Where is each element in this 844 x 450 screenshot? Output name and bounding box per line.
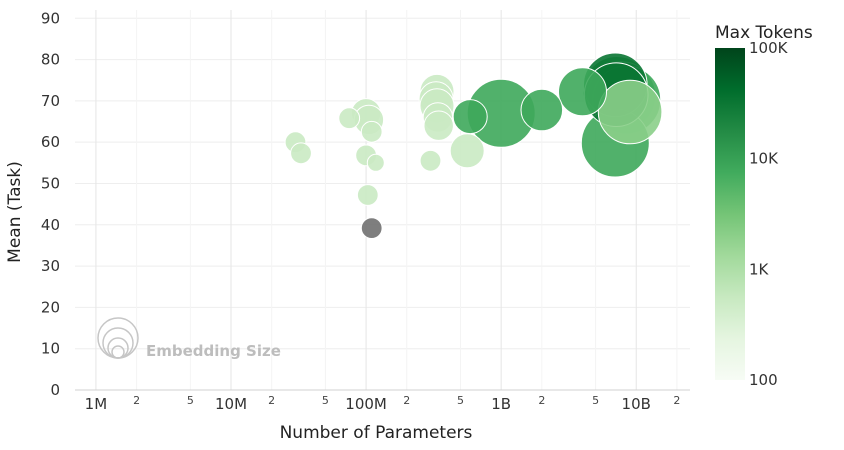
x-minor-tick-label: 5 [322,394,329,407]
y-tick-label: 90 [41,9,60,27]
x-tick-label: 10M [215,395,247,413]
data-point [338,107,361,130]
size-legend-label: Embedding Size [146,342,281,360]
y-tick-label: 70 [41,92,60,110]
x-minor-tick-label: 2 [133,394,140,407]
x-tick-label: 100M [345,395,387,413]
x-minor-tick-label: 2 [268,394,275,407]
y-tick-label: 40 [41,216,60,234]
colorbar-tick-label: 10K [749,150,779,168]
data-point [366,153,385,172]
size-legend-circle [102,327,134,359]
x-axis-ticks: 1M 10M 100M 1B 10B 2 5 2 5 2 5 2 5 2 [85,394,681,413]
y-tick-label: 30 [41,257,60,275]
data-point [360,217,383,240]
x-minor-tick-label: 2 [538,394,545,407]
colorbar-tick-label: 100 [749,371,778,389]
x-tick-label: 10B [622,395,651,413]
y-axis-title: Mean (Task) [5,161,25,263]
size-legend: Embedding Size [97,317,281,360]
x-minor-tick-label: 5 [187,394,194,407]
data-point [449,133,485,169]
colorbar-tick-label: 100K [749,39,789,57]
colorbar-ticks: 100K 10K 1K 100 [749,39,789,389]
colorbar-title: Max Tokens [715,23,813,43]
data-point [419,149,442,172]
x-minor-tick-label: 5 [457,394,464,407]
y-tick-label: 60 [41,133,60,151]
colorbar-tick-label: 1K [749,260,770,278]
x-minor-tick-label: 2 [403,394,410,407]
grid-lines [75,10,690,390]
x-minor-tick-label: 5 [592,394,599,407]
data-point [290,142,312,165]
size-legend-circle [111,345,125,359]
data-point [356,184,379,206]
x-tick-label: 1M [85,395,108,413]
y-axis-ticks: 0 10 20 30 40 50 60 70 80 90 [41,9,60,399]
data-point [360,120,383,143]
data-point [520,88,564,132]
x-axis-title: Number of Parameters [280,423,473,443]
x-tick-label: 1B [491,395,511,413]
y-tick-label: 80 [41,51,60,69]
data-point [558,67,607,117]
y-tick-label: 10 [41,340,60,358]
data-point [452,99,488,135]
size-legend-circle [107,337,129,359]
y-tick-label: 0 [50,381,60,399]
colorbar [715,48,745,380]
x-minor-tick-label: 2 [673,394,680,407]
data-point [597,79,663,145]
data-points [284,52,663,240]
y-tick-label: 50 [41,174,60,192]
data-point [423,110,454,141]
y-tick-label: 20 [41,298,60,316]
